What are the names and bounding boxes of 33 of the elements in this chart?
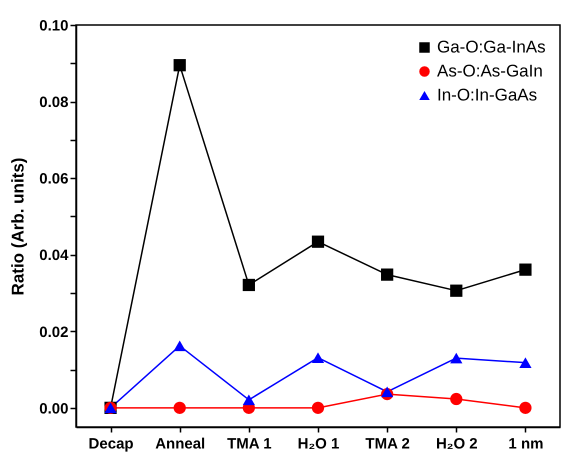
y-axis-title: Ratio (Arb. units) (8, 158, 28, 296)
y-tick-label: 0.00 (39, 400, 68, 418)
point (174, 59, 186, 72)
point (242, 394, 255, 406)
point (450, 352, 462, 364)
x-tick-label: H₂O 1 (298, 436, 340, 452)
x-tick-label: TMA 1 (227, 436, 272, 452)
point (312, 352, 324, 364)
point (312, 402, 324, 414)
y-tick-label: 0.08 (39, 94, 68, 112)
legend-label: In-O:In-GaAs (437, 86, 538, 104)
point (174, 402, 186, 414)
x-tick-label: Decap (88, 436, 134, 452)
point (242, 278, 255, 292)
x-tick-label: 1 nm (508, 436, 544, 452)
point (519, 357, 532, 368)
point (519, 402, 532, 414)
legend-label: Ga-O:Ga-InAs (437, 38, 546, 56)
x-tick-label: H₂O 2 (436, 436, 478, 452)
y-tick-label: 0.10 (39, 18, 68, 34)
x-tick-label: TMA 2 (365, 436, 410, 452)
point (381, 386, 394, 398)
point (312, 236, 324, 248)
point (381, 268, 394, 281)
point (450, 392, 462, 406)
y-tick-label: 0.04 (39, 247, 70, 264)
y-tick-label: 0.06 (39, 170, 68, 188)
x-tick-label: Anneal (155, 436, 206, 452)
legend-label: As-O:As-GaIn (437, 62, 543, 80)
y-tick-label: 0.02 (39, 324, 68, 341)
point (174, 340, 186, 352)
point (450, 284, 462, 297)
point (519, 264, 532, 276)
